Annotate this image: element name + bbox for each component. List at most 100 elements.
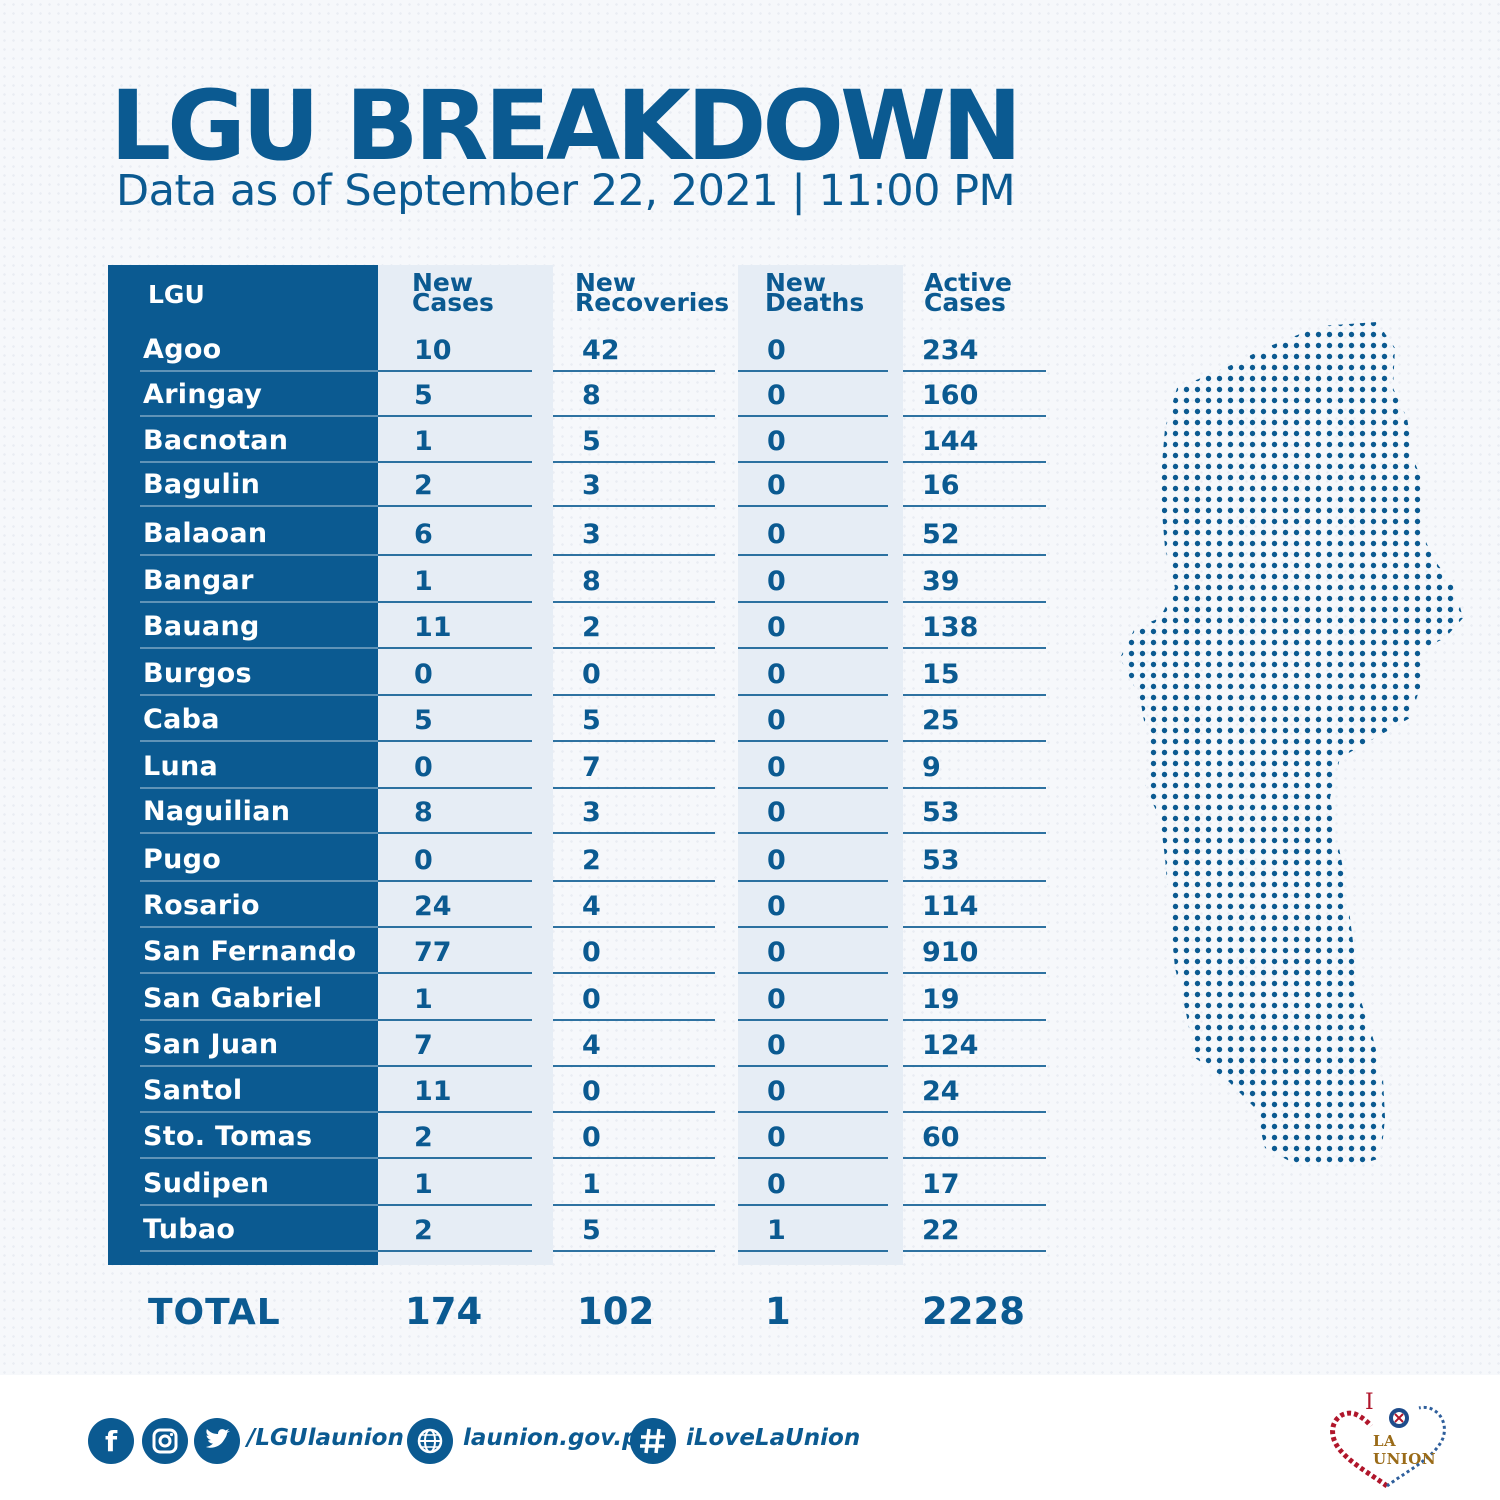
table-cell-new-recoveries: 8 [582, 566, 601, 597]
row-divider [903, 832, 1046, 834]
globe-icon[interactable] [407, 1418, 453, 1464]
header-new-cases-line2: Cases [412, 288, 494, 317]
table-cell-new-cases: 0 [414, 752, 433, 783]
website-link[interactable]: launion.gov.ph [463, 1425, 655, 1451]
row-divider [903, 1157, 1046, 1159]
row-divider [140, 880, 378, 882]
table-cell-active-cases: 53 [922, 845, 960, 876]
row-divider [738, 972, 888, 974]
row-divider [378, 554, 532, 556]
row-divider [140, 1019, 378, 1021]
table-cell-new-recoveries: 42 [582, 335, 620, 366]
table-row-lgu-name: Bagulin [143, 469, 261, 500]
row-divider [378, 1250, 532, 1252]
table-cell-new-recoveries: 0 [582, 1076, 601, 1107]
row-divider [378, 415, 532, 417]
table-row-lgu-name: Santol [143, 1075, 243, 1106]
logo-text: LA UNION [1373, 1432, 1437, 1468]
table-cell-new-cases: 8 [414, 797, 433, 828]
twitter-icon[interactable] [194, 1418, 240, 1464]
table-row-lgu-name: Balaoan [143, 518, 268, 549]
header-active-cases-line2: Cases [924, 288, 1006, 317]
table-cell-active-cases: 114 [922, 891, 979, 922]
row-divider [553, 1157, 715, 1159]
table-cell-active-cases: 17 [922, 1169, 960, 1200]
table-cell-new-deaths: 0 [767, 612, 786, 643]
row-divider [378, 505, 532, 507]
row-divider [553, 832, 715, 834]
table-cell-new-recoveries: 4 [582, 891, 601, 922]
row-divider [378, 1111, 532, 1113]
row-divider [378, 787, 532, 789]
table-cell-active-cases: 15 [922, 659, 960, 690]
row-divider [140, 554, 378, 556]
facebook-icon[interactable]: f [88, 1418, 134, 1464]
social-handle[interactable]: /LGUlaunion [247, 1425, 404, 1451]
row-divider [378, 972, 532, 974]
row-divider [903, 1250, 1046, 1252]
row-divider [903, 740, 1046, 742]
table-cell-new-deaths: 0 [767, 891, 786, 922]
table-cell-new-deaths: 0 [767, 937, 786, 968]
row-divider [553, 415, 715, 417]
table-row-lgu-name: San Fernando [143, 936, 357, 967]
total-active-cases: 2228 [922, 1290, 1025, 1333]
table-cell-new-deaths: 0 [767, 566, 786, 597]
row-divider [378, 370, 532, 372]
row-divider [378, 647, 532, 649]
table-cell-active-cases: 16 [922, 470, 960, 501]
hashtag-text[interactable]: iLoveLaUnion [686, 1425, 861, 1451]
row-divider [738, 1065, 888, 1067]
row-divider [738, 832, 888, 834]
row-divider [738, 1250, 888, 1252]
row-divider [738, 505, 888, 507]
row-divider [903, 505, 1046, 507]
table-cell-new-deaths: 0 [767, 752, 786, 783]
row-divider [553, 1250, 715, 1252]
row-divider [378, 461, 532, 463]
row-divider [903, 1111, 1046, 1113]
row-divider [738, 740, 888, 742]
row-divider [553, 461, 715, 463]
table-cell-new-recoveries: 1 [582, 1169, 601, 1200]
table-cell-new-recoveries: 3 [582, 470, 601, 501]
i-love-la-union-logo: I LA UNION [1325, 1390, 1455, 1490]
row-divider [378, 694, 532, 696]
header-new-deaths: New Deaths [765, 270, 864, 315]
table-row-lgu-name: Rosario [143, 890, 260, 921]
row-divider [378, 1157, 532, 1159]
table-cell-new-deaths: 0 [767, 984, 786, 1015]
table-cell-new-cases: 10 [414, 335, 452, 366]
row-divider [140, 926, 378, 928]
row-divider [378, 880, 532, 882]
svg-text:f: f [105, 1425, 118, 1458]
table-cell-new-cases: 2 [414, 1215, 433, 1246]
lgu-column-background [108, 265, 378, 1265]
table-cell-active-cases: 24 [922, 1076, 960, 1107]
row-divider [903, 601, 1046, 603]
table-cell-new-cases: 5 [414, 380, 433, 411]
instagram-icon[interactable] [142, 1418, 188, 1464]
table-cell-active-cases: 52 [922, 519, 960, 550]
table-cell-active-cases: 138 [922, 612, 979, 643]
table-cell-new-cases: 0 [414, 845, 433, 876]
row-divider [140, 415, 378, 417]
table-cell-new-recoveries: 8 [582, 380, 601, 411]
table-cell-new-deaths: 0 [767, 705, 786, 736]
row-divider [738, 554, 888, 556]
hashtag-icon[interactable] [630, 1418, 676, 1464]
table-cell-new-recoveries: 2 [582, 845, 601, 876]
table-row-lgu-name: Bangar [143, 565, 254, 596]
table-row-lgu-name: San Juan [143, 1029, 279, 1060]
table-cell-active-cases: 160 [922, 380, 979, 411]
table-cell-new-recoveries: 0 [582, 937, 601, 968]
table-row-lgu-name: Burgos [143, 658, 252, 689]
map-shape [1120, 322, 1463, 1166]
table-cell-new-deaths: 0 [767, 470, 786, 501]
table-cell-new-deaths: 0 [767, 335, 786, 366]
row-divider [903, 1065, 1046, 1067]
table-cell-new-cases: 1 [414, 426, 433, 457]
row-divider [903, 926, 1046, 928]
row-divider [903, 554, 1046, 556]
table-cell-new-cases: 2 [414, 470, 433, 501]
